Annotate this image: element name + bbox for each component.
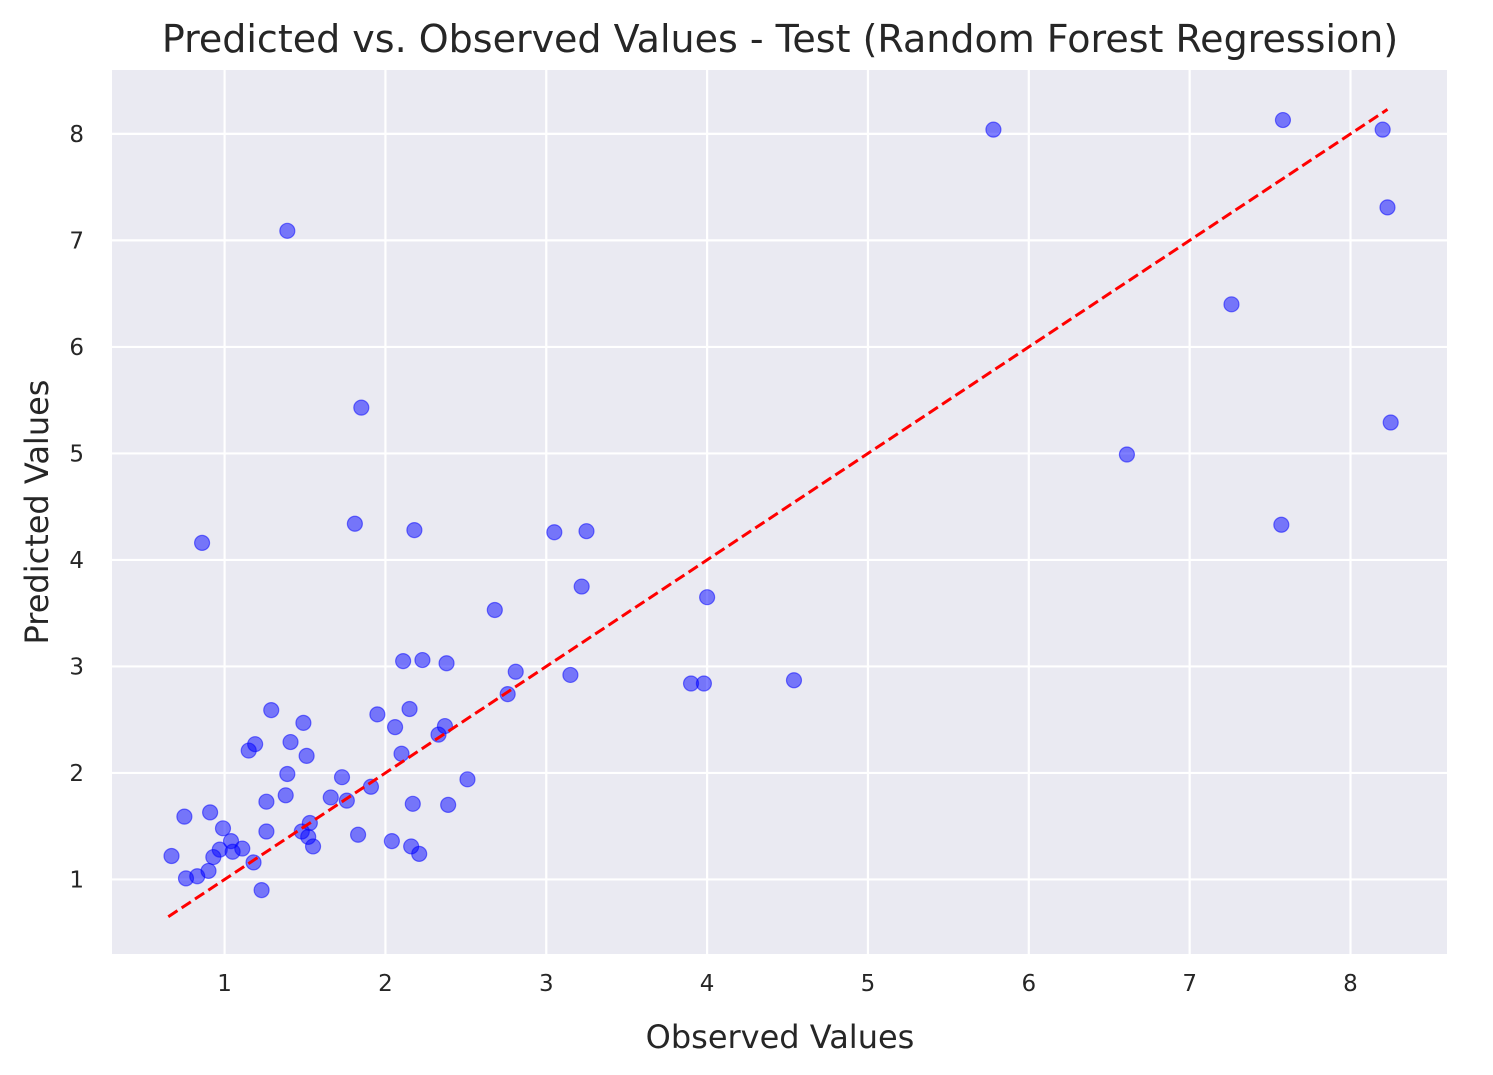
data-point bbox=[263, 702, 280, 719]
grid-lines bbox=[112, 70, 1447, 954]
y-tick-label: 1 bbox=[69, 867, 84, 893]
data-point bbox=[258, 823, 275, 840]
x-tick-label: 8 bbox=[1343, 971, 1358, 997]
data-point bbox=[1374, 121, 1391, 138]
data-point bbox=[395, 653, 412, 670]
data-point bbox=[401, 700, 418, 718]
data-point bbox=[298, 747, 315, 764]
data-point bbox=[699, 589, 716, 606]
y-tick-label: 8 bbox=[69, 122, 84, 148]
data-point bbox=[258, 793, 275, 810]
data-point bbox=[202, 804, 219, 821]
data-point bbox=[1118, 446, 1136, 463]
data-point bbox=[386, 719, 404, 736]
data-point bbox=[440, 796, 457, 813]
x-tick-label: 4 bbox=[700, 971, 715, 997]
data-point bbox=[279, 765, 296, 783]
data-point bbox=[695, 675, 713, 692]
y-tick-label: 7 bbox=[69, 228, 84, 254]
data-point bbox=[985, 121, 1002, 138]
x-tick-label: 6 bbox=[1021, 971, 1036, 997]
data-point bbox=[176, 808, 193, 825]
data-point bbox=[1382, 414, 1399, 431]
y-tick-label: 5 bbox=[69, 441, 84, 467]
reference-line-group bbox=[167, 108, 1389, 918]
data-point bbox=[414, 651, 431, 669]
data-point bbox=[253, 881, 270, 899]
data-point bbox=[304, 838, 322, 855]
reference-line bbox=[167, 108, 1389, 918]
y-tick-label: 3 bbox=[69, 654, 84, 680]
y-axis-label: Predicted Values bbox=[18, 380, 56, 645]
data-point bbox=[578, 523, 595, 540]
data-point bbox=[507, 663, 524, 680]
y-tick-label: 2 bbox=[69, 761, 84, 787]
data-point bbox=[393, 745, 410, 762]
data-point bbox=[234, 840, 251, 857]
tick-labels: 1 2 3 4 5 6 7 8 1 2 3 4 5 6 7 8 bbox=[69, 122, 1357, 997]
data-point bbox=[193, 534, 211, 551]
data-point bbox=[200, 862, 217, 880]
data-point bbox=[1273, 516, 1290, 533]
data-point bbox=[277, 787, 294, 804]
data-point bbox=[573, 578, 590, 595]
data-point bbox=[1274, 111, 1292, 129]
data-point bbox=[438, 655, 455, 672]
data-point bbox=[279, 222, 296, 239]
y-tick-label: 6 bbox=[69, 335, 84, 361]
data-point bbox=[411, 845, 428, 862]
chart-title: Predicted vs. Observed Values - Test (Ra… bbox=[162, 17, 1398, 61]
data-point bbox=[1379, 199, 1396, 216]
data-point bbox=[282, 733, 299, 751]
data-point bbox=[369, 706, 386, 723]
x-tick-label: 5 bbox=[861, 971, 876, 997]
x-tick-label: 7 bbox=[1182, 971, 1197, 997]
data-point bbox=[247, 736, 264, 753]
data-point bbox=[333, 769, 351, 786]
x-tick-label: 1 bbox=[217, 971, 232, 997]
data-point bbox=[404, 795, 421, 812]
data-point bbox=[346, 515, 363, 532]
data-point bbox=[562, 666, 579, 684]
data-point bbox=[163, 847, 180, 865]
data-point bbox=[499, 686, 516, 703]
data-point bbox=[486, 601, 503, 619]
data-point bbox=[785, 672, 803, 689]
data-point bbox=[214, 820, 232, 837]
data-point bbox=[349, 826, 367, 843]
data-points bbox=[163, 111, 1399, 899]
x-axis-label: Observed Values bbox=[646, 1018, 915, 1056]
data-point bbox=[406, 522, 423, 539]
data-point bbox=[1223, 296, 1240, 313]
y-tick-label: 4 bbox=[69, 548, 84, 574]
data-point bbox=[353, 399, 370, 416]
data-point bbox=[383, 833, 400, 850]
data-point bbox=[322, 789, 339, 806]
data-point bbox=[295, 714, 312, 731]
data-point bbox=[459, 771, 476, 788]
x-tick-label: 2 bbox=[378, 971, 393, 997]
data-point bbox=[546, 524, 563, 541]
x-tick-label: 3 bbox=[539, 971, 554, 997]
